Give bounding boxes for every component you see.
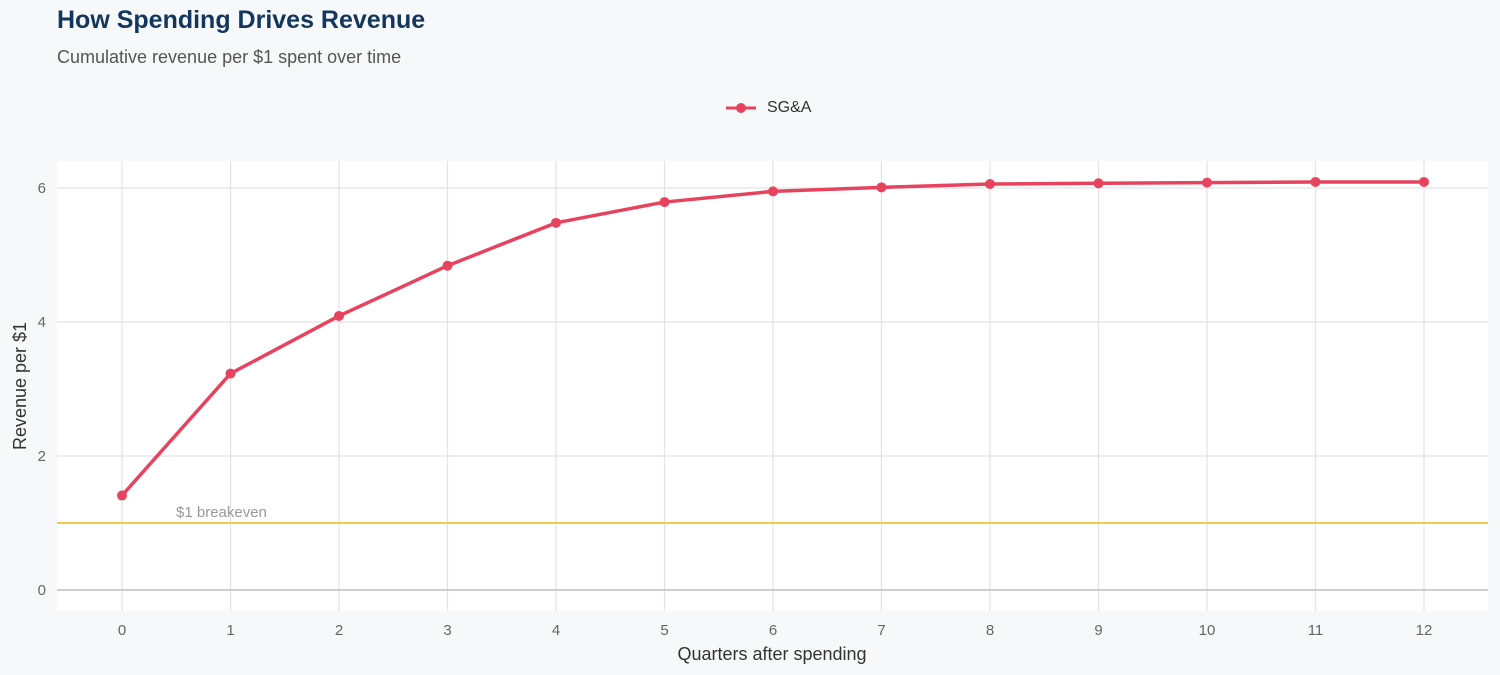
data-point: [334, 310, 344, 321]
x-tick-label: 7: [877, 622, 885, 639]
data-point: [1310, 176, 1321, 187]
data-point: [117, 490, 127, 501]
legend-label: SG&A: [767, 99, 812, 116]
x-tick-label: 5: [660, 622, 668, 639]
data-point: [876, 182, 887, 193]
breakeven-label: $1 breakeven: [176, 504, 267, 521]
x-tick-label: 8: [986, 622, 994, 639]
data-point: [659, 197, 670, 208]
x-tick-label: 3: [443, 622, 451, 639]
y-tick-label: 6: [38, 180, 46, 197]
data-point: [225, 368, 236, 379]
legend-line-marker-icon: [726, 103, 756, 113]
x-tick-label: 6: [769, 622, 777, 639]
x-tick-label: 9: [1094, 622, 1102, 639]
x-tick-label: 11: [1308, 622, 1324, 639]
x-tick-label: 4: [552, 622, 560, 639]
data-point: [1419, 176, 1429, 187]
x-axis-label: Quarters after spending: [677, 644, 866, 664]
data-point: [442, 260, 453, 271]
chart-title: How Spending Drives Revenue: [57, 6, 426, 34]
data-point: [1202, 177, 1212, 188]
data-point: [1093, 178, 1104, 189]
data-point: [985, 178, 995, 189]
y-axis-label: Revenue per $1: [10, 322, 30, 450]
chart-subtitle: Cumulative revenue per $1 spent over tim…: [57, 47, 402, 67]
y-tick-label: 0: [38, 582, 46, 599]
x-tick-label: 2: [335, 622, 343, 639]
data-point: [768, 186, 778, 197]
x-tick-label: 1: [226, 622, 234, 639]
x-tick-label: 10: [1199, 622, 1216, 639]
x-tick-label: 12: [1416, 622, 1433, 639]
x-tick-label: 0: [118, 622, 126, 639]
data-point: [551, 217, 561, 228]
legend: SG&A: [725, 99, 811, 117]
y-tick-label: 4: [38, 314, 46, 331]
y-tick-label: 2: [38, 448, 46, 465]
